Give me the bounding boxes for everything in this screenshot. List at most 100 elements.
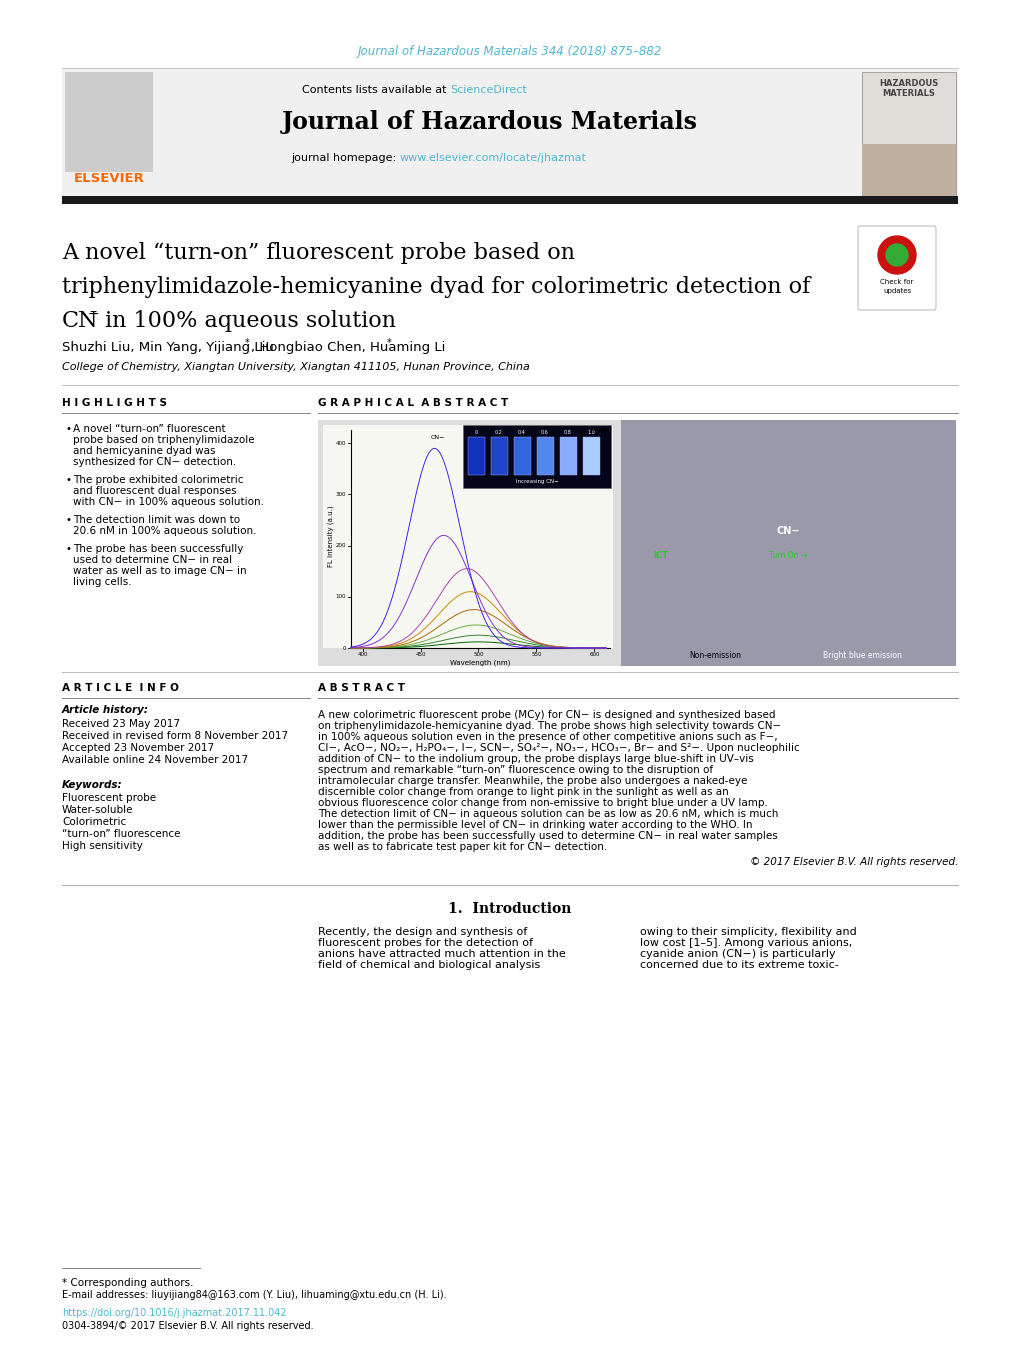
Bar xyxy=(536,436,553,476)
Text: addition of CN− to the indolium group, the probe displays large blue-shift in UV: addition of CN− to the indolium group, t… xyxy=(318,754,753,765)
Bar xyxy=(621,420,955,666)
Text: •: • xyxy=(66,424,72,434)
Text: A novel “turn-on” fluorescent probe based on: A novel “turn-on” fluorescent probe base… xyxy=(62,242,575,263)
Text: 450: 450 xyxy=(415,653,425,658)
Bar xyxy=(65,72,153,172)
Text: intramolecular charge transfer. Meanwhile, the probe also undergoes a naked-eye: intramolecular charge transfer. Meanwhil… xyxy=(318,775,747,786)
Text: 0.4: 0.4 xyxy=(518,431,526,435)
Bar xyxy=(861,72,955,196)
Text: 1.0 eq: 1.0 eq xyxy=(590,427,605,431)
Text: 0: 0 xyxy=(342,646,345,650)
Text: •: • xyxy=(66,515,72,526)
Text: Received 23 May 2017: Received 23 May 2017 xyxy=(62,719,179,730)
Text: synthesized for CN− detection.: synthesized for CN− detection. xyxy=(73,457,236,467)
Text: in 100% aqueous solution even in the presence of other competitive anions such a: in 100% aqueous solution even in the pre… xyxy=(318,732,776,742)
Text: E-mail addresses: liuyijiang84@163.com (Y. Liu), lihuaming@xtu.edu.cn (H. Li).: E-mail addresses: liuyijiang84@163.com (… xyxy=(62,1290,446,1300)
Bar xyxy=(323,426,612,648)
Bar xyxy=(583,436,599,476)
Text: FL Intensity (a.u.): FL Intensity (a.u.) xyxy=(327,505,334,567)
Text: lower than the permissible level of CN− in drinking water according to the WHO. : lower than the permissible level of CN− … xyxy=(318,820,752,830)
Text: The detection limit of CN− in aqueous solution can be as low as 20.6 nM, which i: The detection limit of CN− in aqueous so… xyxy=(318,809,777,819)
Text: Turn On →: Turn On → xyxy=(768,551,807,559)
Text: CN−: CN− xyxy=(776,526,800,536)
Text: High sensitivity: High sensitivity xyxy=(62,842,143,851)
FancyBboxPatch shape xyxy=(857,226,935,309)
Text: , Hongbiao Chen, Huaming Li: , Hongbiao Chen, Huaming Li xyxy=(251,342,445,354)
Text: low cost [1–5]. Among various anions,: low cost [1–5]. Among various anions, xyxy=(639,938,852,948)
Text: https://doi.org/10.1016/j.jhazmat.2017.11.042: https://doi.org/10.1016/j.jhazmat.2017.1… xyxy=(62,1308,286,1319)
Text: A novel “turn-on” fluorescent: A novel “turn-on” fluorescent xyxy=(73,424,225,434)
Text: Accepted 23 November 2017: Accepted 23 November 2017 xyxy=(62,743,214,753)
Text: discernible color change from orange to light pink in the sunlight as well as an: discernible color change from orange to … xyxy=(318,788,728,797)
Bar xyxy=(490,436,507,476)
Circle shape xyxy=(877,236,915,274)
Text: 0304-3894/© 2017 Elsevier B.V. All rights reserved.: 0304-3894/© 2017 Elsevier B.V. All right… xyxy=(62,1321,313,1331)
Text: with CN− in 100% aqueous solution.: with CN− in 100% aqueous solution. xyxy=(73,497,264,507)
Text: ICT: ICT xyxy=(653,551,668,559)
Text: and hemicyanine dyad was: and hemicyanine dyad was xyxy=(73,446,215,457)
Text: ScienceDirect: ScienceDirect xyxy=(449,85,526,95)
Text: water as well as to image CN− in: water as well as to image CN− in xyxy=(73,566,247,576)
Text: 300: 300 xyxy=(335,492,345,497)
Text: 0: 0 xyxy=(474,431,477,435)
Text: 1.  Introduction: 1. Introduction xyxy=(448,902,571,916)
Text: College of Chemistry, Xiangtan University, Xiangtan 411105, Hunan Province, Chin: College of Chemistry, Xiangtan Universit… xyxy=(62,362,529,372)
Text: 600: 600 xyxy=(589,653,599,658)
Bar xyxy=(514,436,531,476)
Text: Received in revised form 8 November 2017: Received in revised form 8 November 2017 xyxy=(62,731,287,740)
Bar xyxy=(62,68,957,196)
Text: probe based on triphenylimidazole: probe based on triphenylimidazole xyxy=(73,435,255,444)
Text: Keywords:: Keywords: xyxy=(62,780,122,790)
Text: Bright blue emission: Bright blue emission xyxy=(822,651,901,661)
Text: spectrum and remarkable “turn-on” fluorescence owing to the disruption of: spectrum and remarkable “turn-on” fluore… xyxy=(318,765,712,775)
Text: G R A P H I C A L  A B S T R A C T: G R A P H I C A L A B S T R A C T xyxy=(318,399,507,408)
Text: *: * xyxy=(386,338,391,349)
Text: Fluorescent probe: Fluorescent probe xyxy=(62,793,156,802)
Text: living cells.: living cells. xyxy=(73,577,131,586)
Text: The probe has been successfully: The probe has been successfully xyxy=(73,544,244,554)
Text: cyanide anion (CN−) is particularly: cyanide anion (CN−) is particularly xyxy=(639,948,835,959)
Text: MATERIALS: MATERIALS xyxy=(881,89,934,99)
Text: Available online 24 November 2017: Available online 24 November 2017 xyxy=(62,755,248,765)
Text: obvious fluorescence color change from non-emissive to bright blue under a UV la: obvious fluorescence color change from n… xyxy=(318,798,767,808)
Text: Journal of Hazardous Materials: Journal of Hazardous Materials xyxy=(281,109,697,134)
Text: ELSEVIER: ELSEVIER xyxy=(73,172,145,185)
Text: used to determine CN− in real: used to determine CN− in real xyxy=(73,555,232,565)
Text: anions have attracted much attention in the: anions have attracted much attention in … xyxy=(318,948,566,959)
Text: fluorescent probes for the detection of: fluorescent probes for the detection of xyxy=(318,938,533,948)
Text: © 2017 Elsevier B.V. All rights reserved.: © 2017 Elsevier B.V. All rights reserved… xyxy=(749,857,957,867)
Text: A R T I C L E  I N F O: A R T I C L E I N F O xyxy=(62,684,178,693)
Text: Water-soluble: Water-soluble xyxy=(62,805,133,815)
Text: as well as to fabricate test paper kit for CN− detection.: as well as to fabricate test paper kit f… xyxy=(318,842,606,852)
Text: 100: 100 xyxy=(335,594,345,600)
Text: www.elsevier.com/locate/jhazmat: www.elsevier.com/locate/jhazmat xyxy=(399,153,586,163)
Text: CN: CN xyxy=(62,309,99,332)
Text: 20.6 nM in 100% aqueous solution.: 20.6 nM in 100% aqueous solution. xyxy=(73,526,256,536)
Text: Check for: Check for xyxy=(879,280,913,285)
Text: Non-emission: Non-emission xyxy=(688,651,740,661)
Text: HAZARDOUS: HAZARDOUS xyxy=(878,80,937,89)
Text: Cl−, AcO−, NO₂−, H₂PO₄−, I−, SCN−, SO₄²−, NO₃−, HCO₃−, Br− and S²−. Upon nucleop: Cl−, AcO−, NO₂−, H₂PO₄−, I−, SCN−, SO₄²−… xyxy=(318,743,799,753)
Text: and fluorescent dual responses: and fluorescent dual responses xyxy=(73,486,236,496)
Text: 400: 400 xyxy=(357,653,368,658)
Bar xyxy=(318,420,955,666)
Text: in 100% aqueous solution: in 100% aqueous solution xyxy=(98,309,395,332)
Text: Colorimetric: Colorimetric xyxy=(62,817,126,827)
Text: A new colorimetric fluorescent probe (MCy) for CN− is designed and synthesized b: A new colorimetric fluorescent probe (MC… xyxy=(318,711,774,720)
Text: 0.6: 0.6 xyxy=(541,431,548,435)
Bar xyxy=(62,196,957,204)
Text: Increasing CN−: Increasing CN− xyxy=(516,478,557,484)
Text: owing to their simplicity, flexibility and: owing to their simplicity, flexibility a… xyxy=(639,927,856,938)
Text: Wavelength (nm): Wavelength (nm) xyxy=(449,659,511,666)
Text: CN−: CN− xyxy=(430,435,444,440)
Text: The probe exhibited colorimetric: The probe exhibited colorimetric xyxy=(73,476,244,485)
Text: addition, the probe has been successfully used to determine CN− in real water sa: addition, the probe has been successfull… xyxy=(318,831,777,842)
Text: 500: 500 xyxy=(473,653,483,658)
Bar xyxy=(861,145,955,196)
Text: Journal of Hazardous Materials 344 (2018) 875–882: Journal of Hazardous Materials 344 (2018… xyxy=(358,46,661,58)
Bar xyxy=(468,436,484,476)
Text: 0.8: 0.8 xyxy=(564,431,572,435)
Bar xyxy=(559,436,577,476)
Text: Shuzhi Liu, Min Yang, Yijiang Liu: Shuzhi Liu, Min Yang, Yijiang Liu xyxy=(62,342,274,354)
Text: field of chemical and biological analysis: field of chemical and biological analysi… xyxy=(318,961,540,970)
